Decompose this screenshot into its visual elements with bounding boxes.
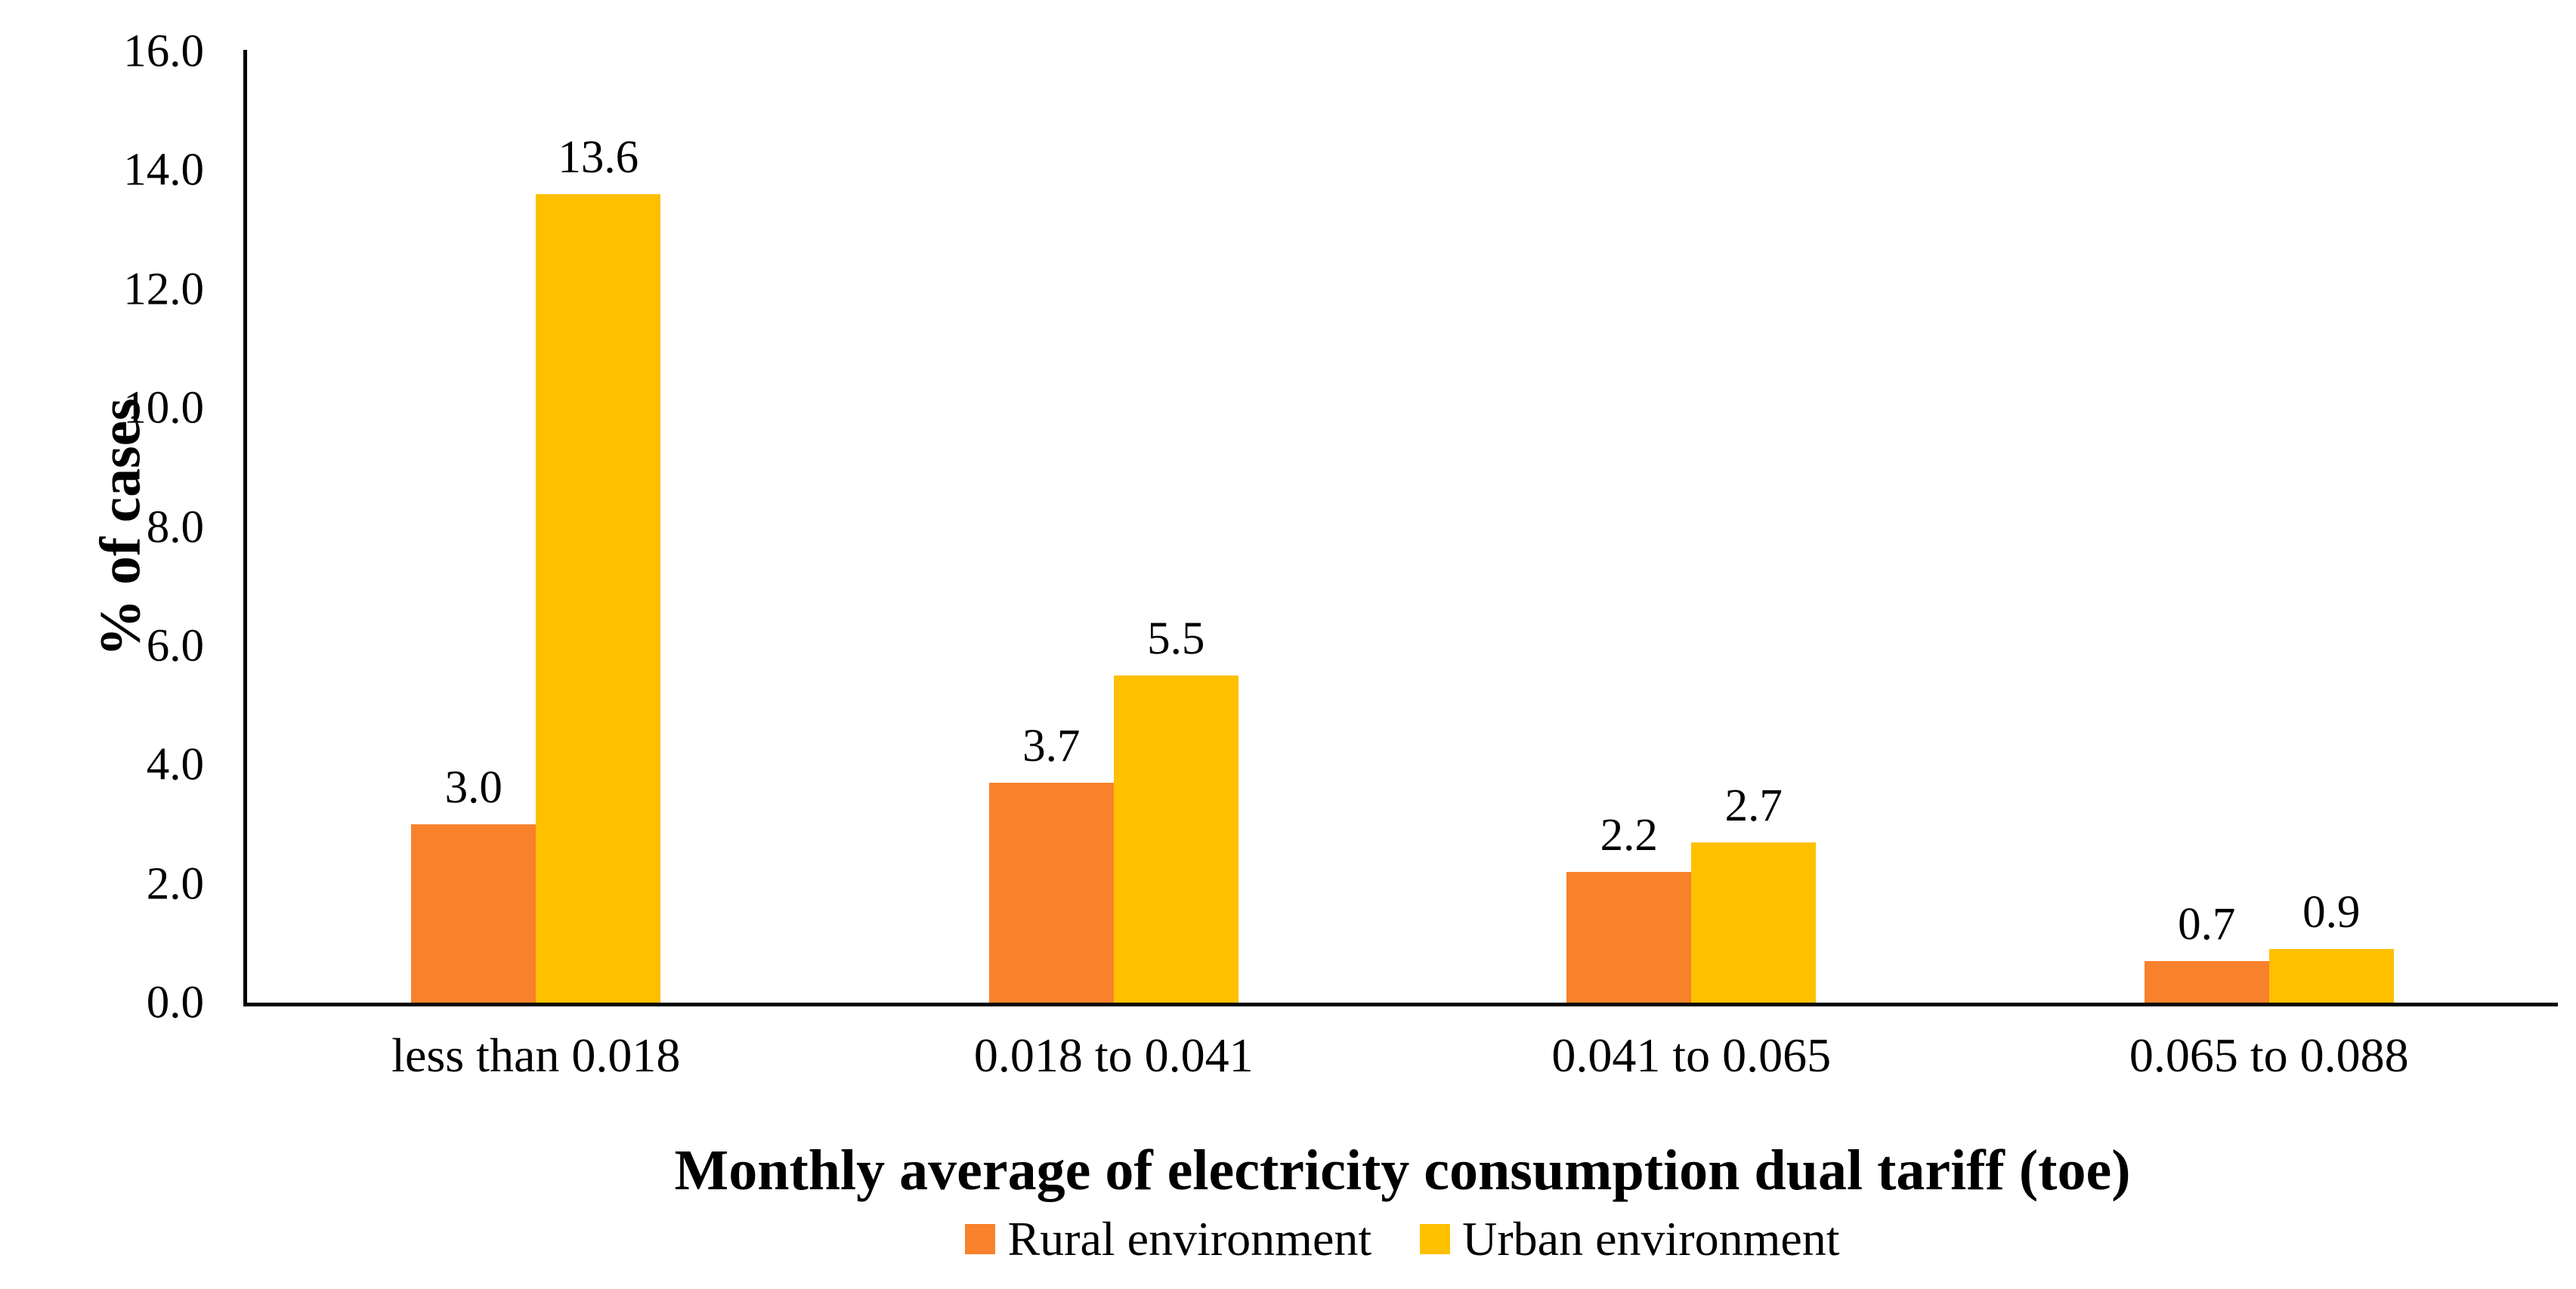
x-tick-label: 0.041 to 0.065 (1551, 1028, 1832, 1082)
y-tick-label: 0.0 (146, 977, 204, 1028)
y-tick-labels: 0.0 2.0 4.0 6.0 8.0 10.0 12.0 14.0 16.0 (0, 29, 204, 1026)
legend-item-rural: Rural environment (965, 1215, 1371, 1263)
x-tick-label: less than 0.018 (391, 1028, 681, 1082)
legend-item-urban: Urban environment (1420, 1212, 1840, 1266)
bar-value-label: 0.9 (2302, 887, 2361, 938)
y-tick-label: 6.0 (146, 620, 204, 672)
x-tick-label: 0.065 to 0.088 (2129, 1028, 2409, 1082)
legend-label: Rural environment (1007, 1212, 1372, 1266)
plot-area: 3.0 13.6 3.7 5.5 2.2 2.7 0.7 0.9 (247, 51, 2558, 1003)
y-tick-label: 16.0 (123, 26, 204, 77)
bar-rural: 3.0 (411, 765, 537, 1003)
y-tick-label: 4.0 (146, 739, 204, 790)
x-tick-labels: less than 0.018 0.018 to 0.041 0.041 to 0.… (247, 1028, 2558, 1082)
y-tick-label: 12.0 (123, 264, 204, 315)
y-axis-line (243, 50, 247, 1006)
bar-value-label: 3.7 (1022, 720, 1081, 771)
bar-rural: 3.7 (988, 723, 1114, 1003)
y-tick-label: 8.0 (146, 502, 204, 552)
category-group: 3.0 13.6 (247, 51, 825, 1003)
y-tick-label: 14.0 (123, 144, 204, 196)
bar-value-label: 2.7 (1724, 780, 1783, 831)
x-axis-line (243, 1003, 2558, 1006)
legend: Rural environment Urban environment (247, 1215, 2558, 1263)
legend-swatch-urban (1420, 1224, 1451, 1254)
category-group: 0.7 0.9 (1981, 51, 2559, 1003)
bar-value-label: 13.6 (558, 131, 639, 183)
y-tick-label: 2.0 (146, 858, 204, 910)
x-axis-title: Monthly average of electricity consumpti… (674, 1139, 2131, 1202)
legend-label: Urban environment (1462, 1212, 1840, 1266)
bar-value-label: 3.0 (444, 762, 503, 813)
category-group: 3.7 5.5 (825, 51, 1403, 1003)
bar-urban: 2.7 (1691, 783, 1817, 1003)
y-tick-label: 10.0 (123, 382, 204, 434)
bar-urban: 5.5 (1113, 616, 1239, 1003)
bar-value-label: 5.5 (1147, 614, 1205, 665)
legend-swatch-rural (965, 1224, 996, 1254)
bar-value-label: 2.2 (1600, 809, 1658, 861)
x-tick-label: 0.018 to 0.041 (973, 1028, 1254, 1082)
bar-urban: 0.9 (2268, 889, 2394, 1003)
category-group: 2.2 2.7 (1402, 51, 1981, 1003)
bar-rural: 0.7 (2144, 901, 2269, 1003)
bar-rural: 2.2 (1566, 812, 1692, 1003)
bar-urban: 13.6 (536, 134, 661, 1003)
bar-value-label: 0.7 (2178, 898, 2236, 950)
